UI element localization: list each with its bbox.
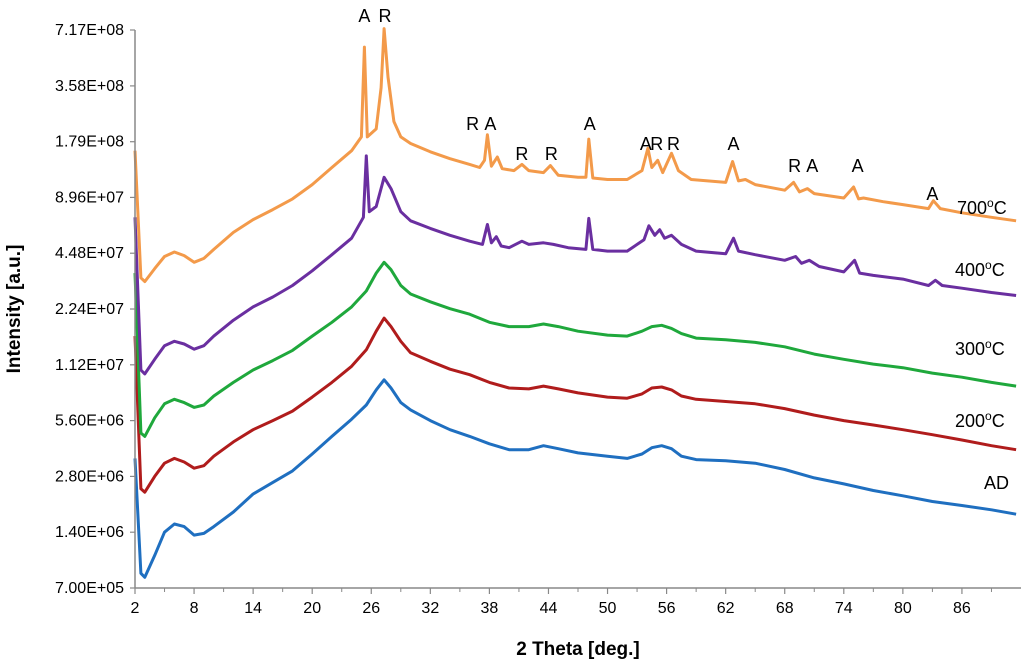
series-label: 700oC [957,196,1007,218]
x-tick-label: 74 [835,600,853,617]
y-tick-label: 4.48E+07 [55,245,124,262]
peak-label-a: A [926,184,938,204]
x-tick-label: 80 [894,600,912,617]
peak-label-r: R [788,156,801,176]
x-tick-label: 68 [776,600,794,617]
y-tick-label: 2.24E+07 [55,301,124,318]
series-label: 400oC [955,258,1005,280]
series-line-200 [133,316,1017,494]
x-tick-label: 26 [362,600,380,617]
y-tick-label: 2.80E+06 [55,468,124,485]
y-tick-label: 8.96E+07 [55,189,124,206]
x-tick-label: 86 [953,600,971,617]
x-tick-label: 20 [303,600,321,617]
peak-label-r: R [379,6,392,26]
peak-label-a: A [852,156,864,176]
x-tick-label: 44 [540,600,558,617]
series-line-ad [133,378,1017,579]
series-labels: 700oC 400oC 300oC 200oC AD [955,196,1009,493]
peak-label-a: A [484,114,496,134]
x-tick-label: 14 [244,600,262,617]
peak-label-r: R [515,144,528,164]
y-tick-label: 1.79E+08 [55,134,124,151]
x-tick-label: 2 [131,600,140,617]
x-tick-label: 50 [599,600,617,617]
x-tick-label: 38 [481,600,499,617]
x-tick-label: 32 [421,600,439,617]
series-label: 200oC [955,409,1005,431]
x-tick-label: 8 [190,600,199,617]
x-tick-label: 62 [717,600,735,617]
series-label: AD [984,473,1009,493]
y-ticks: 7.17E+08 3.58E+08 1.79E+08 8.96E+07 4.48E+07… [55,22,135,597]
peak-label-r: R [667,134,680,154]
peak-label-a: A [728,134,740,154]
y-tick-label: 7.17E+08 [55,22,124,39]
y-tick-label: 1.40E+06 [55,524,124,541]
series-line-700 [133,27,1017,284]
x-axis-title: 2 Theta [deg.] [516,639,640,660]
y-axis-title: Intensity [a.u.] [4,245,25,374]
series-line-400 [133,154,1017,376]
peak-label-r: R [466,114,479,134]
y-tick-label: 7.00E+05 [55,580,124,597]
peak-label-a: A [640,134,652,154]
x-ticks: 2 8 14 20 26 32 38 44 50 56 62 68 74 80 86 [131,588,992,617]
series-label: 300oC [955,337,1005,359]
peak-label-r: R [545,144,558,164]
peak-label-a: A [358,6,370,26]
y-tick-label: 5.60E+06 [55,413,124,430]
peak-label-a: A [806,156,818,176]
y-tick-label: 3.58E+08 [55,78,124,95]
peak-label-r: R [650,134,663,154]
axes-layer [134,30,1021,589]
series-layer [133,27,1017,579]
series-line-300 [133,260,1017,438]
y-tick-label: 1.12E+07 [55,357,124,374]
x-tick-label: 56 [658,600,676,617]
peak-label-a: A [584,114,596,134]
